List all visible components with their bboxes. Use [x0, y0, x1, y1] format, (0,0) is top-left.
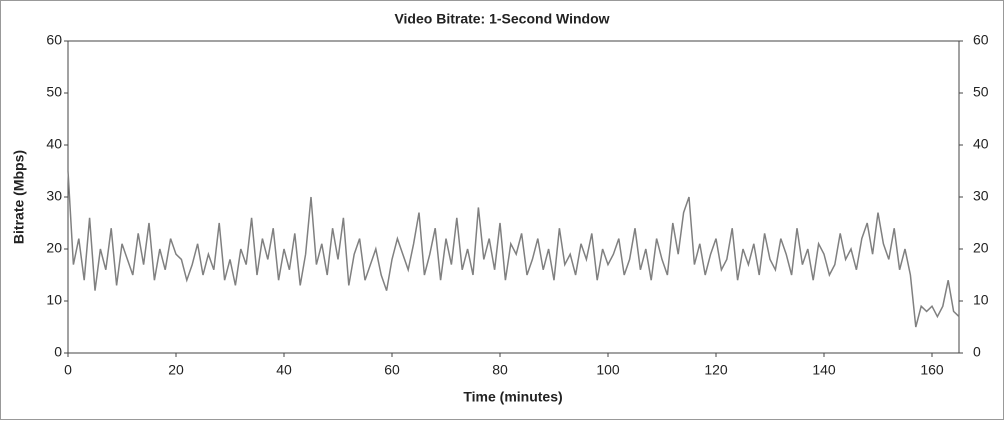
y2-tick-label: 20: [973, 240, 989, 256]
x-tick-label: 40: [276, 362, 292, 378]
plot-frame: [67, 40, 960, 354]
x-tick-label: 120: [704, 362, 728, 378]
y-tick-label: 60: [46, 32, 62, 48]
x-tick-label: 0: [64, 362, 72, 378]
y2-tick-label: 30: [973, 188, 989, 204]
y2-tick-label: 10: [973, 292, 989, 308]
y-tick-label: 20: [46, 240, 62, 256]
y-tick-label: 0: [54, 344, 62, 360]
data-line: [67, 170, 960, 328]
y-tick-label: 30: [46, 188, 62, 204]
y-tick-label: 10: [46, 292, 62, 308]
chart-title: Video Bitrate: 1-Second Window: [394, 11, 609, 27]
x-tick-label: 20: [168, 362, 184, 378]
y-tick-label: 40: [46, 136, 62, 152]
x-tick-label: 60: [384, 362, 400, 378]
y2-tick-label: 60: [973, 32, 989, 48]
y-axis-label: Bitrate (Mbps): [11, 150, 27, 244]
x-tick-label: 160: [920, 362, 944, 378]
x-axis-label: Time (minutes): [463, 389, 562, 405]
y-tick-label: 50: [46, 84, 62, 100]
x-tick-label: 80: [492, 362, 508, 378]
x-tick-label: 140: [812, 362, 836, 378]
y2-tick-label: 0: [973, 344, 981, 360]
x-tick-label: 100: [596, 362, 620, 378]
y2-tick-label: 40: [973, 136, 989, 152]
y2-tick-label: 50: [973, 84, 989, 100]
